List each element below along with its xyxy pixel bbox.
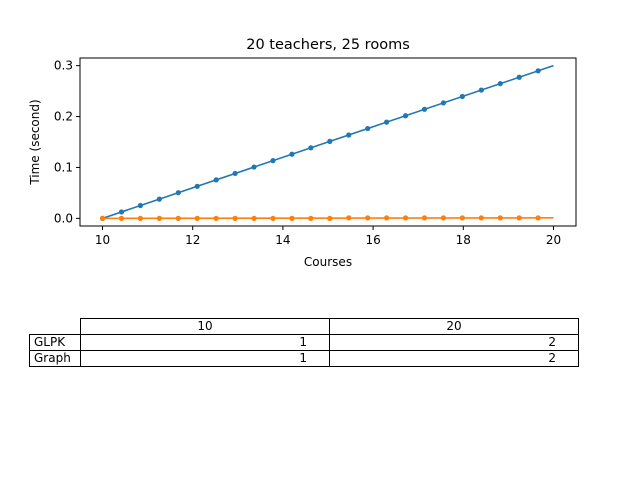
x-axis-title: Courses — [304, 255, 352, 269]
series-2-point — [99, 215, 106, 221]
series-2-point — [270, 215, 276, 221]
series-2-point — [384, 215, 390, 221]
series-1-point — [535, 68, 541, 74]
x-tick-label: 10 — [95, 233, 110, 247]
x-tick-label: 14 — [275, 233, 290, 247]
column-header: 20 — [329, 318, 579, 335]
x-tick-label: 20 — [546, 233, 561, 247]
table-row: Graph 1 2 — [29, 350, 579, 367]
series-2-point — [459, 215, 465, 221]
series-2-point — [402, 215, 409, 221]
x-axis: 10 12 14 16 18 20 — [95, 226, 561, 247]
series-1-point — [308, 145, 314, 151]
series-1-point — [402, 113, 409, 119]
series-1-point — [497, 81, 503, 87]
table-corner — [29, 318, 81, 335]
series-layer — [99, 64, 554, 221]
series-1-point — [213, 177, 219, 183]
line-chart: 20 teachers, 25 rooms 10 12 14 16 18 20 0.00.… — [28, 37, 577, 269]
x-tick-label: 12 — [185, 233, 200, 247]
series-1-point — [421, 106, 428, 112]
series-1-point — [346, 132, 352, 138]
series-1-point — [459, 93, 465, 100]
series-1-point — [365, 125, 371, 132]
series-2-point — [156, 215, 162, 221]
series-2-point — [346, 215, 352, 221]
row-header-glpk: GLPK — [29, 334, 81, 351]
series-1-point — [327, 138, 333, 144]
series-1-point — [194, 183, 200, 189]
table-row: GLPK 1 2 — [29, 334, 579, 351]
series-2-point — [535, 215, 541, 221]
y-tick-label: 0.2 — [54, 110, 73, 124]
series-2-point — [232, 215, 238, 221]
y-axis: 0.0 0.1 0.2 0.3 — [54, 59, 80, 225]
y-tick-label: 0.3 — [54, 59, 73, 73]
series-1-point — [137, 202, 144, 209]
series-2-point — [251, 215, 257, 221]
series-2-point — [497, 215, 503, 221]
x-tick-label: 18 — [456, 233, 471, 247]
series-1-point — [289, 151, 295, 157]
row-header-graph: Graph — [29, 350, 81, 367]
chart-title: 20 teachers, 25 rooms — [246, 37, 410, 53]
series-2-point — [118, 215, 125, 221]
series-2-point — [175, 215, 181, 221]
series-2-point — [421, 215, 428, 221]
table-cell: 1 — [80, 334, 330, 351]
series-1-point — [384, 119, 390, 125]
series-2-point — [289, 215, 295, 221]
series-2-point — [516, 215, 522, 221]
plot-area — [79, 57, 577, 227]
table-cell: 1 — [80, 350, 330, 367]
series-1-point — [156, 196, 162, 202]
table-cell: 2 — [329, 350, 579, 367]
x-tick-label: 16 — [365, 233, 380, 247]
table-cell: 2 — [329, 334, 579, 351]
series-2-point — [194, 215, 200, 221]
series-2-point — [440, 215, 447, 221]
series-1-point — [118, 209, 125, 215]
series-2-point — [327, 215, 333, 221]
series-2-point — [308, 215, 314, 221]
series-1-point — [516, 74, 522, 80]
table-header-row: 10 20 — [29, 318, 579, 335]
series-2-point — [213, 215, 219, 221]
series-2-point — [478, 215, 484, 221]
series-1-point — [270, 158, 276, 164]
series-1-point — [478, 87, 484, 93]
series-1-point — [232, 170, 238, 177]
series-2-point — [137, 215, 144, 221]
data-table: 10 20 GLPK 1 2 Graph 1 2 — [29, 318, 579, 367]
column-header: 10 — [80, 318, 330, 335]
y-axis-title: Time (second) — [28, 99, 42, 185]
series-1-point — [440, 100, 447, 106]
series-1-point — [251, 164, 257, 170]
series-1-point — [175, 190, 181, 196]
y-tick-label: 0.1 — [54, 160, 73, 174]
y-tick-label: 0.0 — [54, 211, 73, 225]
series-2-point — [365, 215, 371, 221]
